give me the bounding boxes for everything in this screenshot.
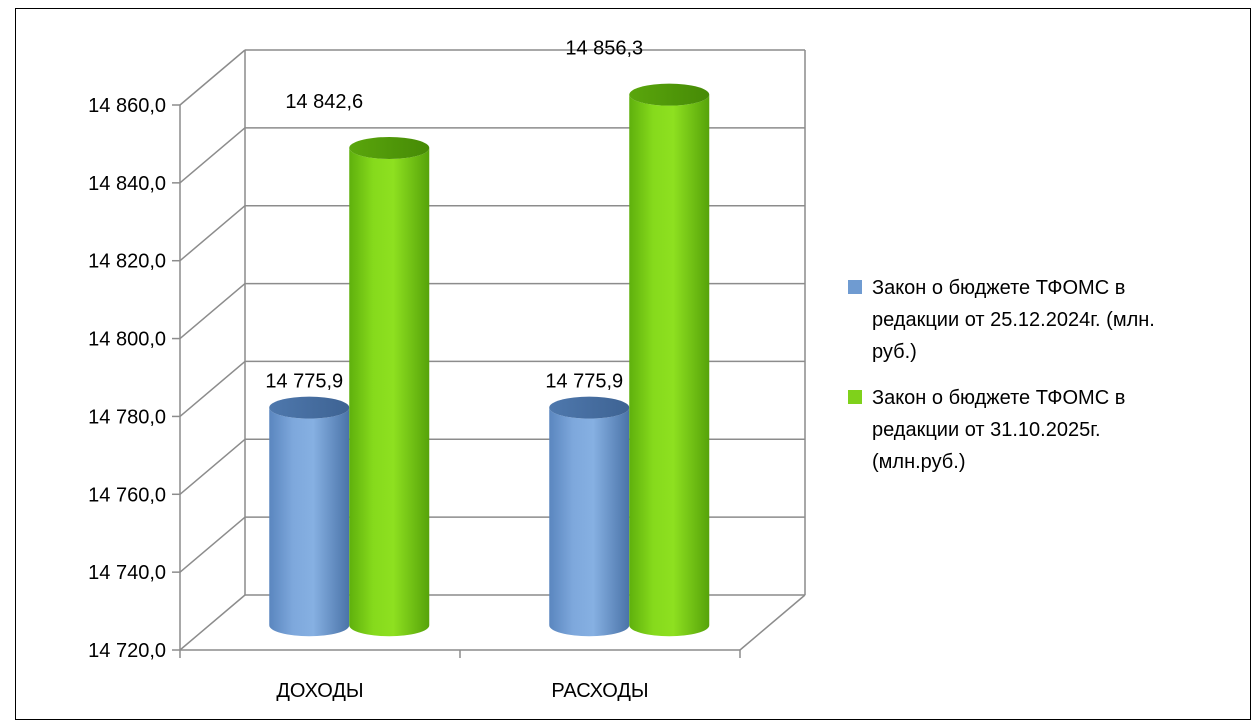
legend-item: Закон о бюджете ТФОМС в редакции от 25.12…	[848, 277, 1155, 363]
data-label: 14 775,9	[265, 371, 343, 393]
gridline-depth	[179, 594, 246, 651]
y-tick-label: 14 720,0	[88, 640, 166, 662]
bar-top	[269, 396, 350, 419]
gridline-depth	[179, 49, 246, 106]
legend-label: Закон о бюджете ТФОМС в	[872, 277, 1125, 299]
bar-top	[349, 136, 430, 159]
y-tick-label: 14 780,0	[88, 406, 166, 428]
gridline-depth	[179, 205, 246, 262]
legend-label: Закон о бюджете ТФОМС в	[872, 387, 1125, 409]
y-tick-label: 14 800,0	[88, 329, 166, 351]
x-category-label: ДОХОДЫ	[276, 680, 363, 702]
floor-right-edge	[739, 594, 806, 651]
legend-swatch	[848, 280, 862, 294]
legend-label: руб.)	[872, 341, 917, 363]
gridline-depth	[179, 438, 246, 495]
gridline-depth	[179, 127, 246, 184]
y-tick-label: 14 820,0	[88, 251, 166, 273]
legend-item: Закон о бюджете ТФОМС в редакции от 31.10…	[848, 387, 1125, 473]
legend-label: редакции от 31.10.2025г.	[872, 419, 1101, 441]
y-tick-label: 14 760,0	[88, 484, 166, 506]
bar	[269, 407, 350, 637]
legend-swatch	[848, 390, 862, 404]
bar	[549, 407, 630, 637]
data-label: 14 856,3	[565, 38, 643, 60]
bar-group	[629, 83, 710, 637]
bar	[349, 147, 430, 637]
bar-top	[629, 83, 710, 106]
bar-group	[349, 136, 430, 637]
bar	[629, 94, 710, 637]
data-label: 14 775,9	[545, 371, 623, 393]
data-label: 14 842,6	[285, 91, 363, 113]
gridline-depth	[179, 360, 246, 418]
y-tick-label: 14 840,0	[88, 173, 166, 195]
y-tick-label: 14 740,0	[88, 562, 166, 584]
gridline-depth	[179, 516, 246, 573]
bar-top	[549, 396, 630, 419]
legend-label: редакции от 25.12.2024г. (млн.	[872, 309, 1155, 331]
y-tick-label: 14 860,0	[88, 95, 166, 117]
x-category-label: РАСХОДЫ	[551, 680, 648, 702]
bar-group	[269, 396, 350, 637]
legend-label: (млн.руб.)	[872, 451, 965, 473]
gridline-depth	[179, 282, 246, 340]
bar-group	[549, 396, 630, 637]
